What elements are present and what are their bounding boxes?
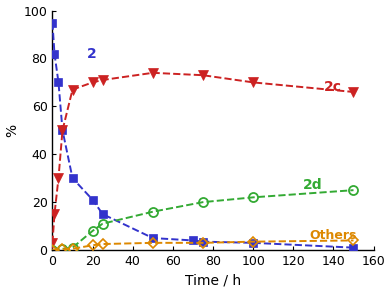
Text: Others: Others — [309, 229, 357, 242]
Text: 2: 2 — [86, 47, 96, 61]
X-axis label: Time / h: Time / h — [185, 273, 241, 287]
Text: 2c: 2c — [323, 80, 341, 94]
Text: 2d: 2d — [303, 178, 323, 193]
Y-axis label: %: % — [5, 124, 20, 137]
